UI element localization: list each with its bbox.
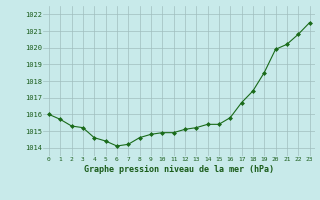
X-axis label: Graphe pression niveau de la mer (hPa): Graphe pression niveau de la mer (hPa) [84,165,274,174]
